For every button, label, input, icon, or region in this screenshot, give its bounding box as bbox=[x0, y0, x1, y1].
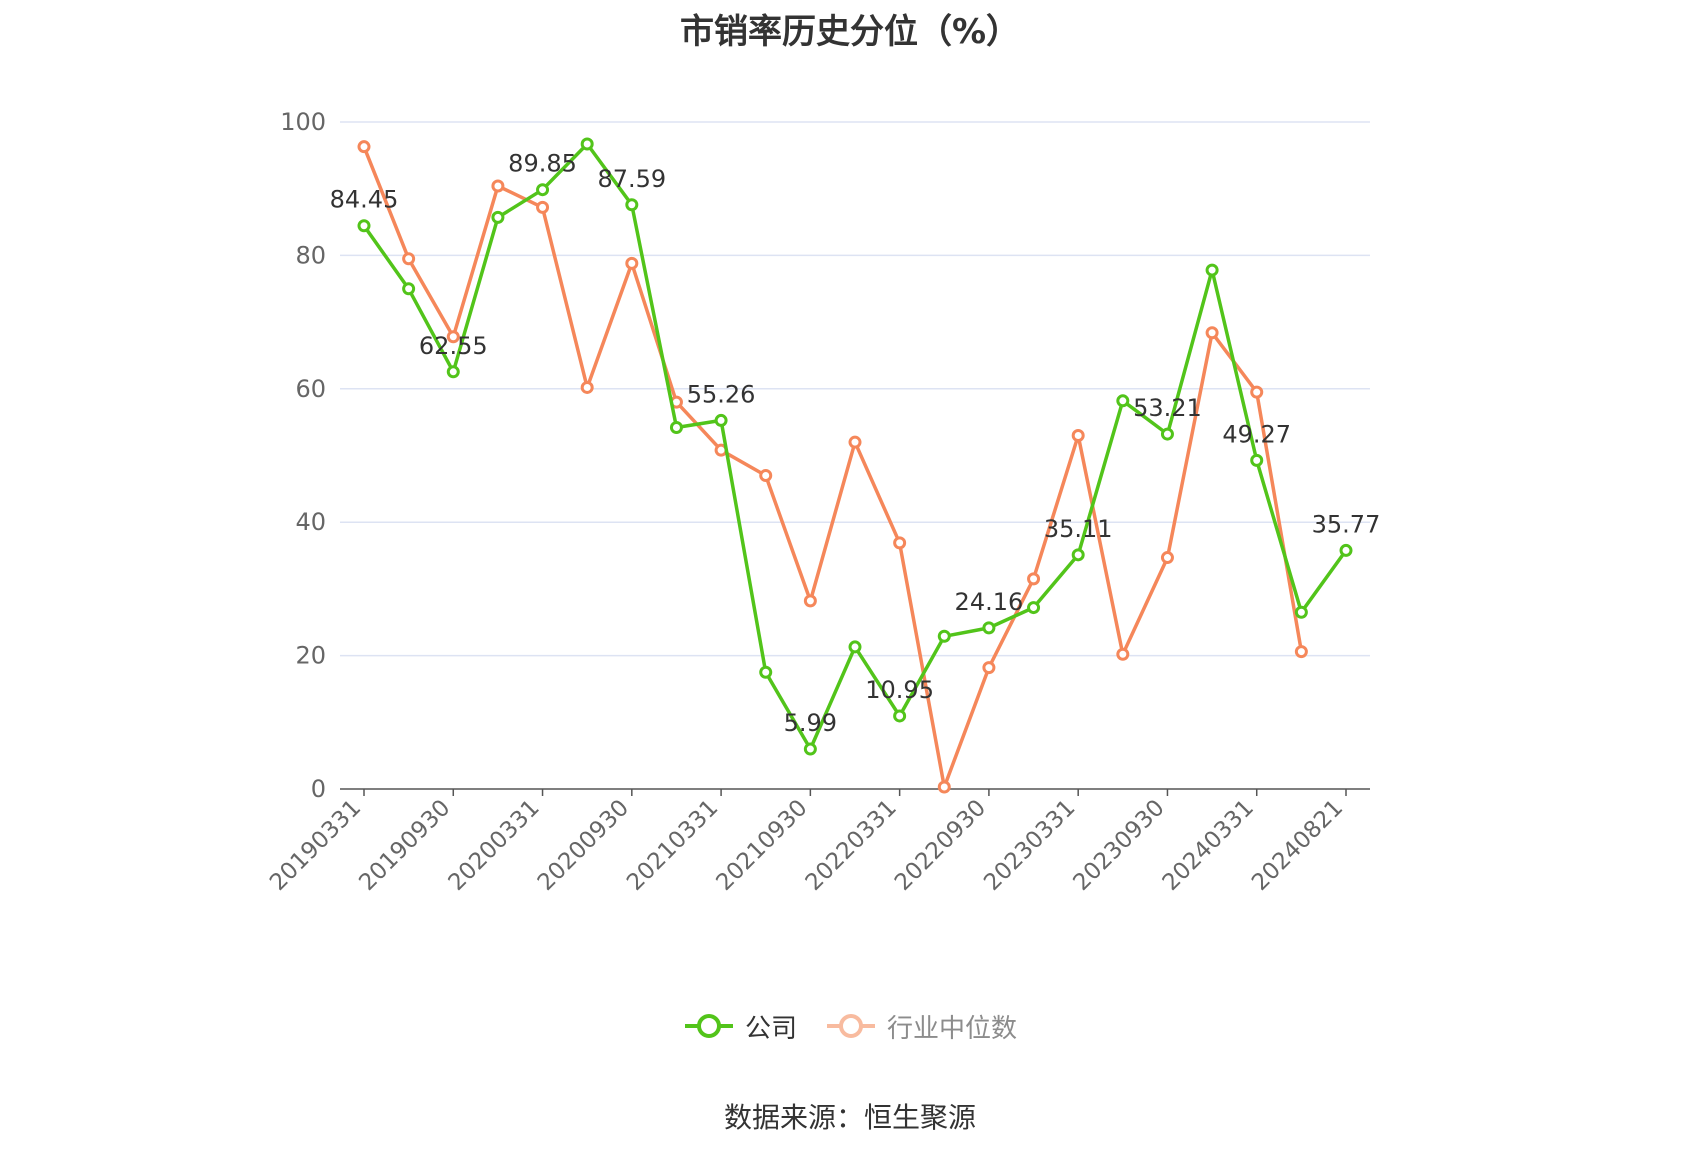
data-label: 89.85 bbox=[508, 150, 577, 178]
data-point-company bbox=[491, 210, 505, 224]
data-point-company bbox=[803, 742, 817, 756]
data-point-industry bbox=[848, 435, 862, 449]
series-layer bbox=[357, 137, 1353, 794]
data-point-industry bbox=[580, 380, 594, 394]
axis-layer: 0 20 40 60 80 100 2019033120190930202003312020… bbox=[265, 108, 1370, 896]
legend-item-industry[interactable]: 行业中位数 bbox=[825, 1008, 1017, 1045]
data-point-company bbox=[1027, 601, 1041, 615]
data-point-industry bbox=[1116, 647, 1130, 661]
data-point-company bbox=[982, 621, 996, 635]
data-label: 10.95 bbox=[865, 676, 934, 704]
x-tick-label: 20210930 bbox=[711, 795, 812, 896]
data-point-company bbox=[402, 282, 416, 296]
data-label: 5.99 bbox=[784, 709, 837, 737]
data-point-company bbox=[1250, 453, 1264, 467]
x-tick-label: 20210331 bbox=[622, 795, 723, 896]
y-tick-label: 60 bbox=[295, 375, 326, 403]
data-label: 55.26 bbox=[687, 380, 756, 408]
data-point-company bbox=[536, 183, 550, 197]
x-tick-label: 20200930 bbox=[533, 795, 634, 896]
data-label-layer: 84.45 62.55 89.85 87.59 55.26 5.99 10.95 24.16 3… bbox=[330, 150, 1381, 737]
data-point-industry bbox=[1071, 428, 1085, 442]
legend-item-company[interactable]: 公司 bbox=[683, 1008, 797, 1045]
data-point-company bbox=[1205, 263, 1219, 277]
data-label: 35.77 bbox=[1312, 510, 1381, 538]
data-point-industry bbox=[446, 330, 460, 344]
data-point-industry bbox=[803, 594, 817, 608]
chart-title: 市销率历史分位（%） bbox=[679, 12, 1021, 52]
x-tick-label: 20190930 bbox=[354, 795, 455, 896]
data-point-industry bbox=[536, 200, 550, 214]
data-point-industry bbox=[937, 780, 951, 794]
data-point-company bbox=[1294, 605, 1308, 619]
series-line-industry bbox=[362, 146, 1304, 789]
data-label: 84.45 bbox=[330, 186, 399, 214]
data-point-industry bbox=[491, 179, 505, 193]
legend-label-industry: 行业中位数 bbox=[887, 1013, 1018, 1044]
data-point-industry bbox=[1250, 385, 1264, 399]
data-point-company bbox=[446, 365, 460, 379]
y-tick-label: 20 bbox=[295, 642, 326, 670]
y-tick-label: 100 bbox=[280, 108, 326, 136]
data-point-company bbox=[1339, 543, 1353, 557]
data-point-industry bbox=[982, 661, 996, 675]
data-label: 87.59 bbox=[597, 165, 666, 193]
legend: 公司 行业中位数 bbox=[0, 1006, 1700, 1046]
source-note: 数据来源：恒生聚源 bbox=[723, 1101, 976, 1134]
data-point-company bbox=[669, 420, 683, 434]
data-point-company bbox=[937, 629, 951, 643]
data-point-company bbox=[893, 709, 907, 723]
data-point-company bbox=[759, 665, 773, 679]
x-tick-label: 20220930 bbox=[890, 795, 991, 896]
data-point-company bbox=[1160, 427, 1174, 441]
data-point-company bbox=[357, 219, 371, 233]
data-label: 35.11 bbox=[1044, 515, 1113, 543]
data-point-industry bbox=[1027, 572, 1041, 586]
grid-layer bbox=[340, 121, 1370, 657]
data-point-company bbox=[1116, 394, 1130, 408]
data-point-industry bbox=[357, 140, 371, 154]
legend-label-company: 公司 bbox=[744, 1013, 797, 1044]
x-tick-label: 20220331 bbox=[801, 795, 902, 896]
data-point-company bbox=[625, 198, 639, 212]
y-tick-label: 40 bbox=[295, 508, 326, 536]
data-point-industry bbox=[1160, 551, 1174, 565]
data-label: 49.27 bbox=[1222, 420, 1291, 448]
circle-line-icon bbox=[827, 1014, 875, 1038]
y-tick-label: 80 bbox=[295, 241, 326, 269]
line-chart: 0 20 40 60 80 100 2019033120190930202003312020… bbox=[265, 108, 1381, 896]
x-tick-label: 20200331 bbox=[444, 795, 545, 896]
data-point-company bbox=[1071, 548, 1085, 562]
data-point-company bbox=[580, 137, 594, 151]
x-tick-label: 20230331 bbox=[979, 795, 1080, 896]
data-point-company bbox=[848, 640, 862, 654]
y-tick-label: 0 bbox=[311, 775, 326, 803]
x-tick-label: 20240821 bbox=[1247, 795, 1348, 896]
circle-line-icon bbox=[684, 1014, 733, 1038]
data-point-industry bbox=[1294, 645, 1308, 659]
x-tick-label: 20190331 bbox=[265, 795, 366, 896]
data-point-industry bbox=[1205, 326, 1219, 340]
data-label: 24.16 bbox=[955, 588, 1024, 616]
data-point-industry bbox=[759, 469, 773, 483]
data-point-company bbox=[714, 413, 728, 427]
x-tick-label: 20240331 bbox=[1158, 795, 1259, 896]
data-label: 62.55 bbox=[419, 332, 488, 360]
data-point-industry bbox=[893, 536, 907, 550]
data-point-industry bbox=[402, 252, 416, 266]
x-tick-label: 20230930 bbox=[1069, 795, 1170, 896]
data-point-industry bbox=[625, 256, 639, 270]
data-label: 53.21 bbox=[1133, 394, 1202, 422]
